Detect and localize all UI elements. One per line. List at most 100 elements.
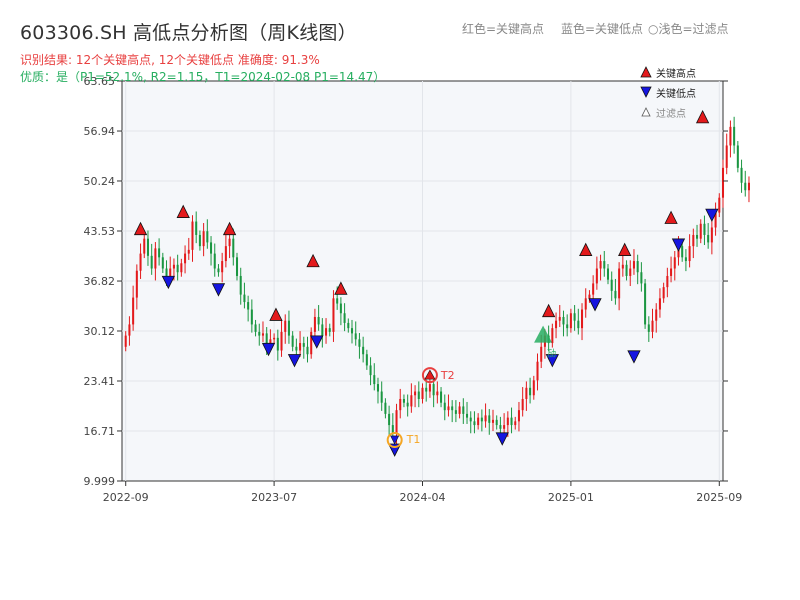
candle-body: [291, 335, 294, 347]
candle-body: [655, 309, 658, 321]
y-tick-label: 56.94: [84, 125, 116, 138]
candle-body: [525, 387, 528, 399]
y-tick-label: 63.65: [84, 75, 116, 88]
candle-body: [187, 249, 190, 254]
candle-body: [191, 221, 194, 250]
candle-body: [477, 417, 480, 426]
candle-body: [581, 309, 584, 329]
filtered-label: 劢: [547, 349, 556, 360]
candle-body: [640, 272, 643, 284]
candle-body: [302, 343, 305, 347]
x-tick-label: 2024-04: [400, 491, 446, 504]
key-high-marker: [133, 221, 148, 236]
candle-body: [325, 328, 328, 336]
candle-body: [629, 268, 632, 276]
candle-body: [558, 316, 561, 321]
candle-body: [172, 264, 175, 269]
candle-body: [258, 331, 261, 336]
candle-body: [569, 313, 572, 329]
key-high-marker: [664, 210, 678, 224]
candle-body: [269, 339, 272, 344]
key-low-marker: [261, 342, 276, 357]
candle-body: [714, 212, 717, 228]
candle-body: [584, 298, 587, 310]
candle-body: [495, 419, 498, 426]
candle-body: [339, 303, 342, 314]
candle-body: [618, 268, 621, 299]
legend-top-high: 红色=关键高点: [462, 22, 545, 36]
candle-body: [499, 425, 502, 429]
candle-body: [647, 324, 650, 332]
candle-body: [154, 248, 157, 269]
candle-body: [210, 242, 213, 254]
candle-body: [336, 298, 339, 304]
candle-body: [128, 324, 131, 336]
candle-body: [473, 421, 476, 426]
candle-body: [362, 346, 365, 355]
candle-body: [621, 264, 624, 269]
candle-body: [577, 320, 580, 329]
candle-body: [454, 410, 457, 414]
candle-body: [284, 320, 287, 332]
key-high-marker: [579, 242, 593, 256]
candle-body: [625, 264, 628, 276]
candle-body: [410, 395, 413, 407]
candle-body: [180, 263, 183, 273]
candle-body: [287, 320, 290, 336]
red-triangle-up-icon: [640, 66, 652, 78]
candle-body: [184, 253, 187, 264]
key-low-marker: [545, 354, 559, 368]
candle-body: [670, 268, 673, 276]
candle-body: [232, 238, 235, 258]
x-tick-label: 2023-07: [251, 491, 297, 504]
candle-body: [614, 290, 617, 299]
candle-body: [373, 375, 376, 385]
legend: 关键高点 关键低点 过滤点: [640, 62, 740, 122]
candle-body: [317, 316, 320, 325]
candle-body: [562, 316, 565, 325]
candles: [124, 116, 750, 445]
t2-ring: [421, 367, 438, 384]
candle-body: [503, 425, 506, 429]
candle-body: [632, 261, 635, 269]
candle-body: [328, 328, 331, 332]
candle-body: [206, 231, 209, 243]
candle-body: [313, 316, 316, 332]
legend-label-low: 关键低点: [656, 88, 696, 100]
candle-body: [592, 283, 595, 295]
candle-body: [536, 361, 539, 381]
candle-body: [484, 415, 487, 422]
candle-body: [321, 324, 324, 336]
candle-body: [718, 197, 721, 213]
key-low-marker: [705, 208, 719, 223]
candle-body: [388, 413, 391, 426]
candle-body: [521, 398, 524, 411]
candle-body: [295, 346, 298, 351]
key-low-marker: [287, 354, 302, 368]
candle-body: [132, 297, 135, 325]
candle-body: [721, 167, 725, 198]
candle-body: [610, 279, 613, 291]
markers: T1 T2 劢: [133, 109, 719, 457]
candle-body: [221, 261, 224, 273]
candle-body: [747, 182, 750, 191]
y-tick-label: 30.12: [84, 325, 116, 338]
candle-body: [606, 268, 610, 280]
candle-body: [146, 238, 149, 256]
candle-body: [662, 287, 665, 299]
key-high-marker: [618, 242, 632, 256]
t1-label: T1: [406, 433, 421, 446]
key-high-marker: [222, 221, 237, 236]
candle-body: [254, 324, 257, 332]
candle-body: [161, 257, 164, 269]
candle-body: [428, 384, 431, 392]
candle-body: [425, 387, 428, 392]
key-high-marker: [334, 281, 348, 295]
candle-body: [451, 406, 454, 411]
hollow-triangle-icon: [641, 107, 651, 117]
candle-body: [488, 415, 491, 423]
candle-body: [673, 257, 676, 269]
candle-body: [644, 283, 647, 325]
candle-body: [343, 313, 346, 323]
